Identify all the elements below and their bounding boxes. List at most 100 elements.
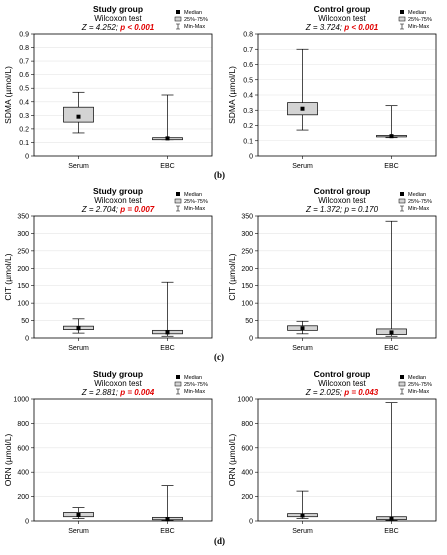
legend-range-label: Min-Max bbox=[408, 24, 429, 30]
legend-median-label: Median bbox=[408, 10, 426, 16]
legend-range-marker bbox=[176, 388, 180, 395]
y-tick-label: 0.4 bbox=[243, 93, 253, 100]
row-label-b: (b) bbox=[214, 170, 225, 180]
x-tick-label: EBC bbox=[160, 345, 174, 352]
median-point bbox=[389, 516, 394, 521]
box-serum: Serum bbox=[287, 320, 318, 352]
y-axis-label: SDMA (µmol/L) bbox=[227, 66, 237, 124]
y-tick-label: 350 bbox=[17, 214, 29, 221]
y-tick-label: 0.7 bbox=[243, 47, 253, 54]
chart-title: Study group bbox=[93, 369, 143, 379]
y-tick-label: 250 bbox=[241, 248, 253, 255]
x-tick-label: Serum bbox=[292, 528, 313, 535]
y-axis-label: ORN (µmol/L) bbox=[227, 434, 237, 487]
x-tick-label: EBC bbox=[384, 345, 398, 352]
median-point bbox=[165, 330, 170, 335]
plot-frame bbox=[257, 33, 437, 157]
legend-iqr-label: 25%-75% bbox=[184, 382, 208, 388]
p-value: p < 0.001 bbox=[343, 23, 379, 32]
plot-frame bbox=[33, 398, 213, 522]
x-tick-label: EBC bbox=[160, 528, 174, 535]
x-tick-label: EBC bbox=[160, 163, 174, 170]
y-axis-label: SDMA (µmol/L) bbox=[3, 66, 13, 124]
median-point bbox=[165, 136, 170, 141]
z-statistic: Z = 2.025; bbox=[305, 388, 344, 397]
y-tick-label: 150 bbox=[17, 283, 29, 290]
chart-stat-line: Z = 2.881; p = 0.004 bbox=[81, 388, 155, 397]
box-ebc: EBC bbox=[376, 402, 407, 535]
y-tick-label: 0.8 bbox=[19, 45, 29, 52]
y-tick-label: 0 bbox=[249, 336, 253, 343]
legend-range-label: Min-Max bbox=[184, 24, 205, 30]
p-value: p < 0.001 bbox=[119, 23, 155, 32]
y-tick-label: 150 bbox=[241, 283, 253, 290]
legend-median-marker bbox=[176, 192, 180, 196]
y-tick-label: 0 bbox=[25, 154, 29, 161]
legend-median-label: Median bbox=[184, 192, 202, 198]
legend-range-label: Min-Max bbox=[408, 206, 429, 212]
y-tick-label: 200 bbox=[241, 266, 253, 273]
y-tick-label: 0.6 bbox=[243, 62, 253, 69]
x-tick-label: Serum bbox=[68, 163, 89, 170]
chart-subtitle: Wilcoxon test bbox=[94, 14, 142, 23]
y-tick-label: 50 bbox=[21, 318, 29, 325]
chart-title: Study group bbox=[93, 186, 143, 196]
y-tick-label: 600 bbox=[241, 445, 253, 452]
y-tick-label: 250 bbox=[17, 248, 29, 255]
chart-stat-line: Z = 2.025; p = 0.043 bbox=[305, 388, 379, 397]
legend-range-marker bbox=[400, 23, 404, 30]
y-tick-label: 300 bbox=[17, 231, 29, 238]
y-tick-label: 0.1 bbox=[243, 138, 253, 145]
iqr-box bbox=[63, 106, 94, 123]
x-tick-label: Serum bbox=[292, 163, 313, 170]
y-tick-label: 200 bbox=[17, 266, 29, 273]
median-point bbox=[389, 134, 394, 139]
chart-subtitle: Wilcoxon test bbox=[318, 379, 366, 388]
legend-median-marker bbox=[400, 375, 404, 379]
y-tick-label: 0 bbox=[25, 519, 29, 526]
median-point bbox=[76, 512, 81, 517]
x-tick-label: EBC bbox=[384, 163, 398, 170]
legend-median-marker bbox=[400, 10, 404, 14]
plot-frame bbox=[33, 215, 213, 339]
y-tick-label: 200 bbox=[17, 494, 29, 501]
y-tick-label: 0.9 bbox=[19, 32, 29, 39]
legend-iqr-label: 25%-75% bbox=[408, 17, 432, 23]
box-ebc: EBC bbox=[152, 281, 183, 352]
median-point bbox=[300, 106, 305, 111]
y-tick-label: 50 bbox=[245, 318, 253, 325]
legend-range-marker bbox=[176, 23, 180, 30]
y-tick-label: 1000 bbox=[237, 397, 253, 404]
legend-iqr-label: 25%-75% bbox=[184, 17, 208, 23]
y-tick-label: 100 bbox=[17, 301, 29, 308]
p-value: p = 0.007 bbox=[119, 205, 155, 214]
chart-stat-line: Z = 4.252; p < 0.001 bbox=[81, 23, 155, 32]
legend-median-label: Median bbox=[184, 10, 202, 16]
y-tick-label: 0 bbox=[25, 336, 29, 343]
y-tick-label: 0.8 bbox=[243, 32, 253, 39]
legend-range-label: Min-Max bbox=[184, 389, 205, 395]
y-tick-label: 0.5 bbox=[19, 86, 29, 93]
legend-iqr-label: 25%-75% bbox=[184, 199, 208, 205]
legend-iqr-marker bbox=[174, 16, 182, 22]
median-point bbox=[76, 114, 81, 119]
chart-subtitle: Wilcoxon test bbox=[94, 196, 142, 205]
chart-title: Study group bbox=[93, 4, 143, 14]
z-statistic: Z = 2.881; bbox=[81, 388, 120, 397]
chart-title: Control group bbox=[314, 4, 371, 14]
y-tick-label: 0.2 bbox=[19, 126, 29, 133]
y-tick-label: 600 bbox=[17, 445, 29, 452]
z-statistic: Z = 3.724; bbox=[305, 23, 344, 32]
y-tick-label: 0 bbox=[249, 519, 253, 526]
box-serum: Serum bbox=[63, 318, 94, 352]
y-tick-label: 100 bbox=[241, 301, 253, 308]
z-statistic: Z = 4.252; bbox=[81, 23, 120, 32]
box-ebc: EBC bbox=[376, 105, 407, 170]
y-tick-label: 0.7 bbox=[19, 59, 29, 66]
legend-iqr-marker bbox=[174, 381, 182, 387]
